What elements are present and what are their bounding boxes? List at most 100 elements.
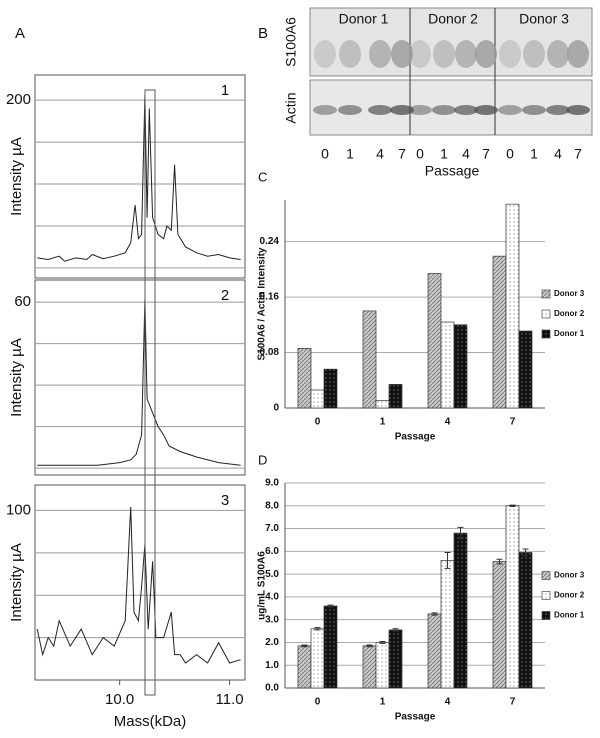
row-label: Actin	[283, 92, 299, 123]
band	[314, 40, 336, 68]
y-axis-label: Intensity µA	[8, 543, 25, 622]
band	[523, 40, 545, 68]
y-tick-label: 0.24	[260, 236, 280, 247]
bar	[362, 310, 377, 409]
band	[454, 105, 478, 115]
lane-label: 0	[416, 146, 424, 162]
error-bar	[366, 644, 373, 648]
y-tick-label: 6.0	[265, 546, 279, 557]
bar	[518, 552, 533, 689]
x-axis-label: Passage	[395, 712, 436, 723]
legend-swatch	[541, 329, 551, 339]
spectrum-number: 1	[221, 82, 229, 99]
donor-label: Donor 1	[339, 11, 389, 27]
x-tick-label: 7	[510, 697, 516, 708]
donor-label: Donor 2	[428, 11, 478, 27]
y-tick-label: 0	[273, 403, 279, 414]
legend-label: Donor 2	[554, 309, 585, 318]
y-tick-label: 200	[6, 91, 31, 108]
legend-label: Donor 1	[554, 329, 585, 338]
band	[522, 105, 546, 115]
bar	[453, 324, 468, 409]
band	[368, 105, 392, 115]
bar	[375, 642, 390, 689]
error-bar	[444, 551, 451, 569]
band	[432, 105, 456, 115]
x-tick-label: 11.0	[216, 691, 244, 708]
bar	[440, 560, 455, 689]
y-tick-label: 7.0	[265, 523, 279, 534]
band	[475, 40, 497, 68]
band	[547, 40, 569, 68]
lane-label: 4	[462, 146, 470, 162]
x-tick-label: 4	[445, 697, 451, 708]
band	[338, 105, 362, 115]
y-tick-label: 2.0	[265, 637, 279, 648]
bar	[492, 255, 507, 409]
bar-chart: 0.0 1.0 2.0 3.0 4.0 5.0 6.0 7.0 8.0 9.0 0 1 4 7 ug/mL …	[257, 452, 585, 722]
legend-swatch	[541, 611, 551, 620]
spectrum: 60 Intensity µA 2	[8, 279, 246, 476]
bar	[505, 505, 520, 689]
lane-label: 4	[376, 146, 384, 162]
error-bar	[457, 526, 464, 540]
spectrum-line	[37, 299, 241, 466]
panel-label: C	[258, 169, 267, 184]
bar	[388, 384, 403, 409]
bar	[375, 400, 390, 409]
bar	[323, 368, 338, 409]
error-bar	[496, 558, 503, 565]
legend-swatch	[541, 571, 551, 580]
legend-swatch	[541, 309, 551, 319]
y-tick-label: 60	[14, 293, 31, 310]
bar	[440, 321, 455, 409]
x-tick-label: 0	[315, 417, 321, 428]
bar	[323, 605, 338, 689]
lane-label: 1	[346, 146, 354, 162]
band	[567, 40, 589, 68]
bar	[362, 645, 377, 689]
y-tick-label: 0.0	[265, 683, 279, 694]
bar	[310, 389, 325, 409]
lane-label: 4	[554, 146, 562, 162]
band	[313, 105, 337, 115]
plot-frame	[34, 484, 246, 681]
error-bar	[522, 548, 529, 557]
y-axis-label: ug/mL S100A6	[257, 551, 268, 620]
spectrum-number: 2	[221, 287, 229, 304]
y-tick-label: 8.0	[265, 500, 279, 511]
y-tick-label: 0.08	[260, 347, 280, 358]
spectrum-line	[36, 506, 241, 664]
x-tick-label: 1	[380, 697, 386, 708]
spectrum-line	[37, 95, 241, 262]
error-bar	[301, 644, 308, 648]
legend-label: Donor 3	[554, 571, 585, 580]
panel-label: A	[15, 25, 25, 42]
bar	[297, 348, 312, 409]
panel-label: B	[258, 25, 268, 42]
highlight-window	[144, 89, 156, 696]
panel-label: D	[258, 452, 267, 467]
lane-label: 7	[574, 146, 582, 162]
legend-swatch	[541, 591, 551, 600]
x-tick-label: 7	[510, 417, 516, 428]
error-bar	[431, 612, 438, 616]
legend-label: Donor 3	[554, 289, 585, 298]
x-tick-label: 10.0	[105, 691, 134, 708]
error-bar	[327, 604, 334, 608]
band	[455, 40, 477, 68]
donor-label: Donor 3	[519, 11, 569, 27]
error-bar	[379, 641, 386, 644]
y-axis-label: Intensity µA	[8, 338, 25, 417]
lane-label: 0	[506, 146, 514, 162]
x-axis-label: Passage	[395, 432, 436, 443]
legend-swatch	[541, 289, 551, 299]
lane-label: 7	[482, 146, 490, 162]
lane-label: 1	[530, 146, 538, 162]
error-bar	[392, 628, 399, 632]
bar	[518, 330, 533, 409]
row-label: S100A6	[283, 17, 299, 67]
error-bar	[509, 504, 516, 507]
